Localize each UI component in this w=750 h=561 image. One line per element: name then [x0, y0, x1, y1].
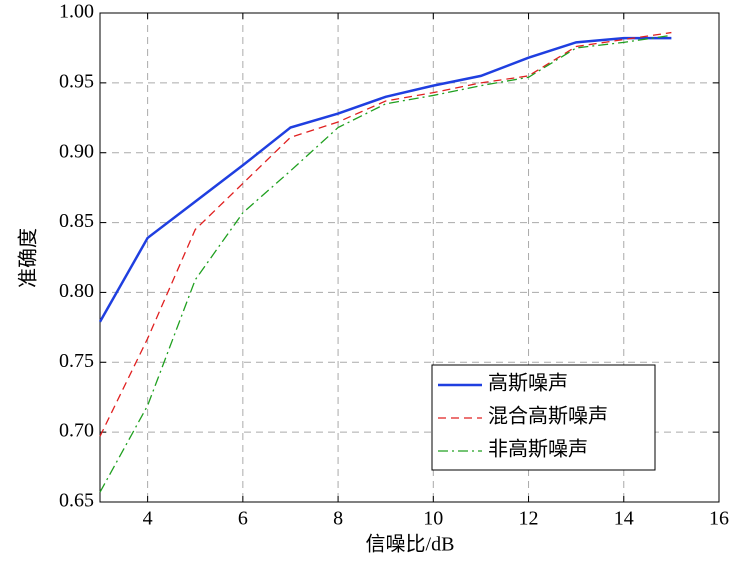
- y-tick-label: 0.85: [59, 210, 94, 232]
- legend-label: 高斯噪声: [488, 372, 568, 395]
- y-tick-label: 0.95: [59, 70, 94, 92]
- y-tick-label: 1.00: [59, 1, 94, 23]
- y-tick-label: 0.70: [59, 420, 94, 442]
- x-tick-label: 10: [423, 508, 443, 530]
- x-axis-label: 信噪比/dB: [366, 533, 455, 556]
- y-tick-label: 0.80: [59, 280, 94, 302]
- y-tick-label: 0.65: [59, 490, 94, 512]
- x-tick-label: 16: [709, 508, 729, 530]
- series-line: [99, 31, 672, 437]
- legend-label: 混合高斯噪声: [488, 405, 608, 428]
- x-tick-label: 14: [614, 508, 634, 530]
- x-tick-label: 12: [519, 508, 539, 530]
- x-tick-label: 4: [143, 508, 153, 530]
- y-axis-label: 准确度: [17, 228, 40, 288]
- y-tick-label: 0.75: [59, 350, 94, 372]
- x-tick-label: 8: [333, 508, 343, 530]
- x-tick-label: 6: [238, 508, 248, 530]
- y-tick-label: 0.90: [59, 140, 94, 162]
- legend-label: 非高斯噪声: [488, 438, 588, 461]
- legend-box: [431, 364, 656, 471]
- plot-frame: [99, 12, 720, 503]
- series-line: [98, 36, 672, 323]
